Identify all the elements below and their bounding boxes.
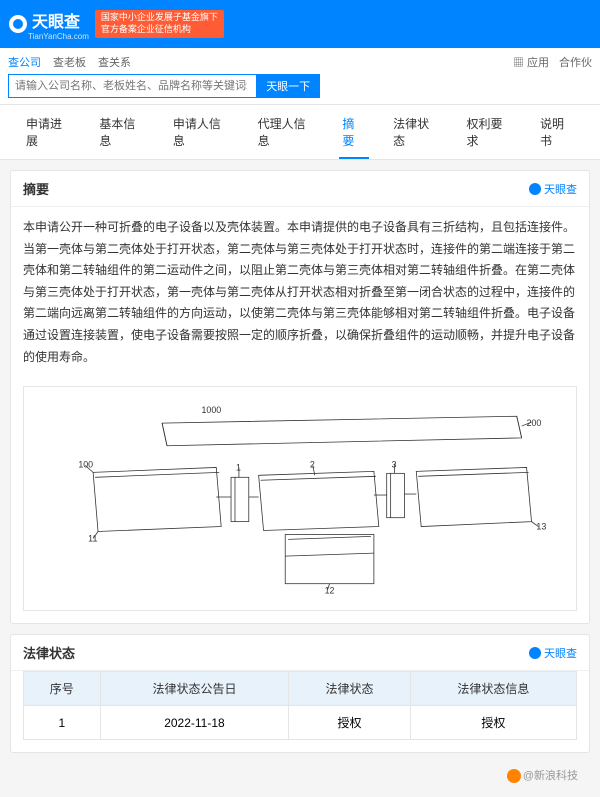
- abstract-title: 摘要: [23, 179, 49, 198]
- svg-text:3: 3: [392, 460, 397, 470]
- tab-progress[interactable]: 申请进展: [12, 105, 85, 159]
- badge-line2: 官方备案企业征信机构: [101, 24, 218, 36]
- logo-subtitle: TianYanCha.com: [28, 32, 89, 41]
- legal-status-table: 序号 法律状态公告日 法律状态 法律状态信息 1 2022-11-18 授权 授…: [23, 671, 577, 740]
- clear-icon[interactable]: ×: [240, 78, 248, 94]
- col-info: 法律状态信息: [410, 672, 576, 706]
- logo-text: 天眼查: [32, 8, 89, 32]
- tab-applicant[interactable]: 申请人信息: [159, 105, 244, 159]
- patent-diagram: 1000 200 100 11 1: [23, 386, 577, 611]
- table-header-row: 序号 法律状态公告日 法律状态 法律状态信息: [24, 672, 577, 706]
- col-date: 法律状态公告日: [100, 672, 289, 706]
- legal-status-card: 法律状态 天眼查 序号 法律状态公告日 法律状态 法律状态信息 1 2022-1…: [10, 634, 590, 753]
- col-seq: 序号: [24, 672, 101, 706]
- top-header: 天眼查 TianYanCha.com 国家中小企业发展子基金旗下 官方备案企业征…: [0, 0, 600, 48]
- svg-text:1: 1: [236, 463, 241, 473]
- tab-abstract[interactable]: 摘要: [328, 105, 379, 159]
- table-row: 1 2022-11-18 授权 授权: [24, 706, 577, 740]
- search-tabs: 查公司 查老板 查关系: [8, 54, 320, 70]
- search-button[interactable]: 天眼一下: [256, 74, 320, 98]
- search-tab-boss[interactable]: 查老板: [53, 54, 86, 70]
- weibo-icon: [507, 769, 521, 783]
- svg-text:100: 100: [78, 460, 93, 470]
- cell-seq: 1: [24, 706, 101, 740]
- col-status: 法律状态: [289, 672, 410, 706]
- search-input[interactable]: [8, 74, 258, 98]
- legal-status-title: 法律状态: [23, 643, 75, 662]
- cell-date: 2022-11-18: [100, 706, 289, 740]
- abstract-text: 本申请公开一种可折叠的电子设备以及壳体装置。本申请提供的电子设备具有三折结构，且…: [11, 207, 589, 378]
- watermark-text: @新浪科技: [523, 770, 578, 782]
- brand-tag-2: 天眼查: [529, 645, 577, 661]
- svg-text:12: 12: [325, 586, 335, 596]
- search-tab-company[interactable]: 查公司: [8, 54, 41, 70]
- tab-agent[interactable]: 代理人信息: [244, 105, 329, 159]
- nav-tabs: 申请进展 基本信息 申请人信息 代理人信息 摘要 法律状态 权利要求 说明书: [0, 105, 600, 160]
- diagram-svg: 1000 200 100 11 1: [34, 397, 566, 597]
- apps-link[interactable]: ▦ 应用: [513, 54, 549, 70]
- cell-info: 授权: [410, 706, 576, 740]
- tab-spec[interactable]: 说明书: [526, 105, 588, 159]
- tab-claims[interactable]: 权利要求: [453, 105, 526, 159]
- certification-badge: 国家中小企业发展子基金旗下 官方备案企业征信机构: [95, 10, 224, 37]
- watermark: @新浪科技: [10, 763, 590, 787]
- top-links: ▦ 应用 合作伙: [513, 54, 592, 70]
- logo-icon: [8, 14, 28, 34]
- tab-legal[interactable]: 法律状态: [379, 105, 452, 159]
- svg-text:1000: 1000: [201, 405, 221, 415]
- svg-text:2: 2: [310, 460, 315, 470]
- search-tab-relation[interactable]: 查关系: [98, 54, 131, 70]
- abstract-card: 摘要 天眼查 本申请公开一种可折叠的电子设备以及壳体装置。本申请提供的电子设备具…: [10, 170, 590, 624]
- tab-basic[interactable]: 基本信息: [85, 105, 158, 159]
- brand-tag: 天眼查: [529, 181, 577, 197]
- search-area: 查公司 查老板 查关系 × 天眼一下 ▦ 应用 合作伙: [0, 48, 600, 105]
- content: 摘要 天眼查 本申请公开一种可折叠的电子设备以及壳体装置。本申请提供的电子设备具…: [0, 160, 600, 797]
- cell-status: 授权: [289, 706, 410, 740]
- badge-line1: 国家中小企业发展子基金旗下: [101, 12, 218, 24]
- partner-link[interactable]: 合作伙: [559, 54, 592, 70]
- logo[interactable]: 天眼查 TianYanCha.com: [8, 8, 89, 41]
